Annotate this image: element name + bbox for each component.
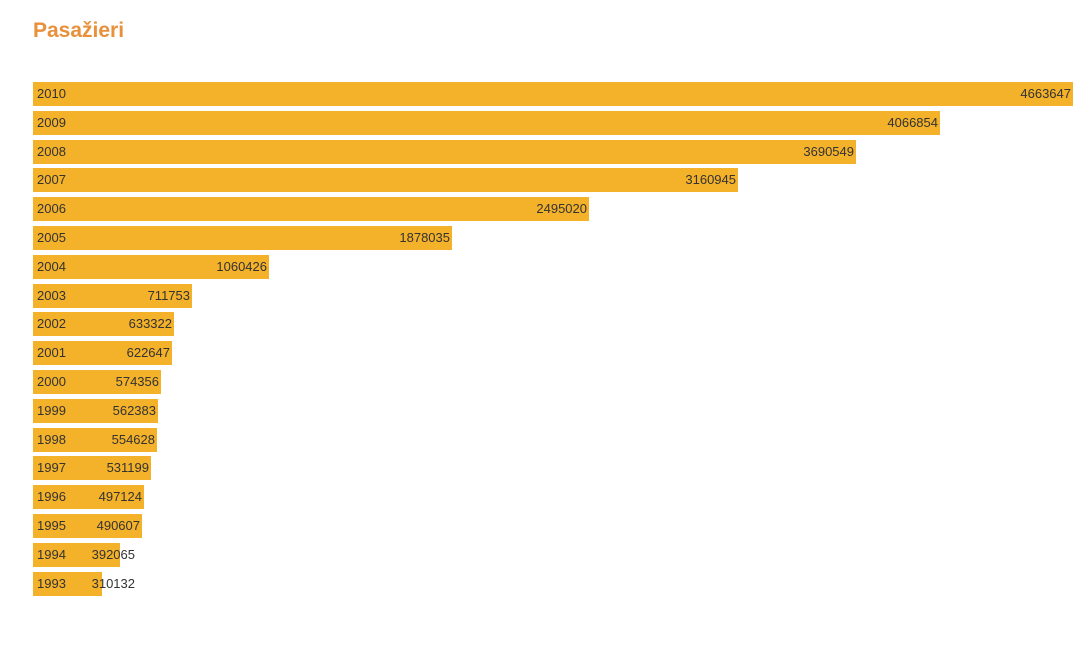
bar xyxy=(33,111,940,135)
value-label: 711753 xyxy=(147,288,190,303)
category-label: 2004 xyxy=(37,259,66,274)
category-label: 1993 xyxy=(37,576,66,591)
value-label: 1878035 xyxy=(399,230,450,245)
category-label: 2009 xyxy=(37,115,66,130)
chart-title: Pasažieri xyxy=(33,19,125,42)
bar xyxy=(33,312,174,336)
bar xyxy=(33,255,269,279)
value-label: 490607 xyxy=(96,518,140,533)
bar xyxy=(33,543,120,567)
value-label: 622647 xyxy=(126,345,170,360)
bar xyxy=(33,572,102,596)
category-label: 1997 xyxy=(37,460,66,475)
value-label: 531199 xyxy=(106,460,149,475)
bar xyxy=(33,399,158,423)
bar xyxy=(33,428,157,452)
category-label: 1998 xyxy=(37,432,66,447)
value-label: 574356 xyxy=(115,374,159,389)
category-label: 2010 xyxy=(37,86,66,101)
category-label: 1995 xyxy=(37,518,66,533)
category-label: 1999 xyxy=(37,403,66,418)
value-label: 633322 xyxy=(128,316,172,331)
value-label: 3690549 xyxy=(803,144,854,159)
bar xyxy=(33,514,142,538)
bar xyxy=(33,341,172,365)
bar xyxy=(33,284,192,308)
category-label: 2006 xyxy=(37,201,66,216)
category-label: 2003 xyxy=(37,288,66,303)
category-label: 2002 xyxy=(37,316,66,331)
category-label: 2001 xyxy=(37,345,66,360)
bar xyxy=(33,140,856,164)
value-label: 1060426 xyxy=(216,259,267,274)
category-label: 2005 xyxy=(37,230,66,245)
value-label: 554628 xyxy=(111,432,155,447)
bar xyxy=(33,82,1073,106)
category-label: 1996 xyxy=(37,489,66,504)
value-label: 392065 xyxy=(91,547,135,562)
bar xyxy=(33,168,738,192)
category-label: 1994 xyxy=(37,547,66,562)
bar xyxy=(33,370,161,394)
bar xyxy=(33,197,589,221)
value-label: 4663647 xyxy=(1020,86,1071,101)
value-label: 497124 xyxy=(98,489,142,504)
category-label: 2000 xyxy=(37,374,66,389)
category-label: 2008 xyxy=(37,144,66,159)
value-label: 310132 xyxy=(91,576,135,591)
value-label: 4066854 xyxy=(887,115,938,130)
category-label: 2007 xyxy=(37,172,66,187)
bar xyxy=(33,485,144,509)
value-label: 3160945 xyxy=(685,172,736,187)
bar xyxy=(33,456,151,480)
value-label: 2495020 xyxy=(536,201,587,216)
bar xyxy=(33,226,452,250)
value-label: 562383 xyxy=(112,403,156,418)
